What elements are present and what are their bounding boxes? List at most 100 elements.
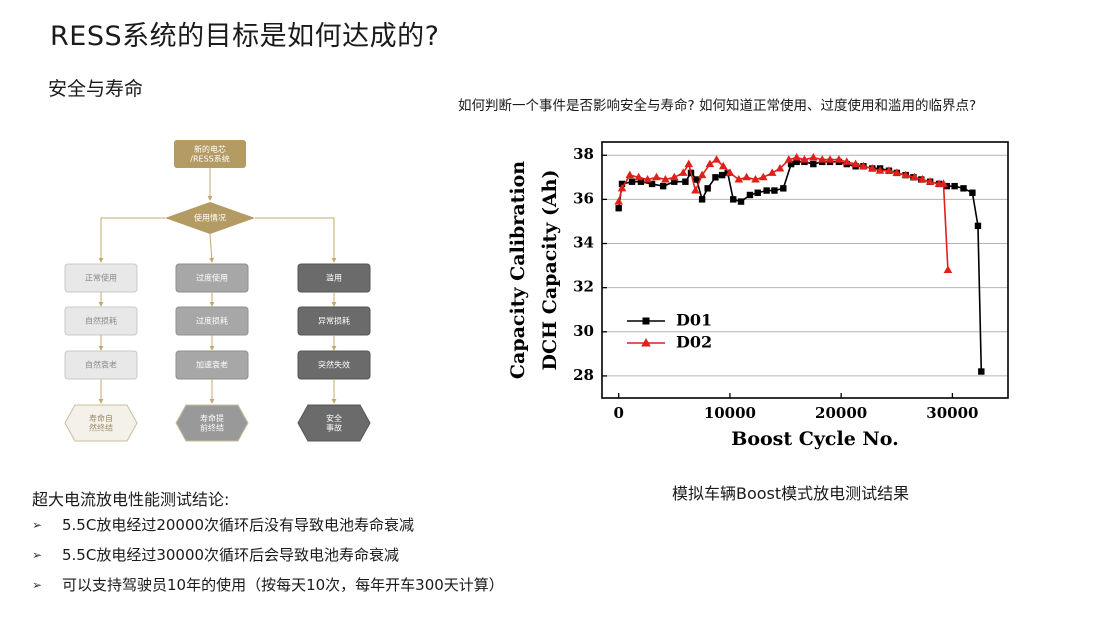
flow-node-label: 自然损耗	[85, 316, 117, 326]
data-point	[648, 180, 656, 188]
bullet-arrow-icon: ➢	[32, 518, 43, 532]
flow-node-label: 过度使用	[196, 273, 228, 283]
chart-caption: 模拟车辆Boost模式放电测试结果	[672, 484, 910, 503]
data-point	[834, 155, 844, 163]
data-point	[684, 159, 694, 168]
data-point	[730, 196, 737, 203]
flow-end-label: 安全	[326, 413, 342, 423]
data-point	[800, 155, 809, 163]
legend-label: D02	[676, 333, 712, 352]
conclusion-item-text: 5.5C放电经过20000次循环后没有导致电池寿命衰减	[62, 516, 415, 534]
x-tick-label: 30000	[926, 404, 978, 422]
y-tick-label: 38	[573, 145, 594, 163]
data-point	[628, 178, 636, 185]
x-axis-label: Boost Cycle No.	[731, 428, 898, 450]
flow-node-start-label: /RESS系统	[190, 153, 229, 163]
data-point	[704, 185, 711, 192]
data-point	[718, 161, 728, 170]
question-text: 如何判断一个事件是否影响安全与寿命? 如何知道正常使用、过度使用和滥用的临界点?	[458, 98, 977, 114]
flow-node-label: 正常使用	[85, 273, 117, 283]
data-point	[767, 168, 777, 176]
flow-end-label: 寿命提	[200, 413, 224, 423]
data-point	[867, 163, 877, 172]
conclusion-item: ➢ 可以支持驾驶员10年的使用（按每天10次，每年开车300天计算）	[32, 574, 504, 604]
data-point	[617, 183, 627, 192]
data-point	[925, 177, 935, 185]
data-point	[661, 175, 670, 183]
data-point	[643, 175, 652, 183]
flow-node-label: 异常损耗	[318, 316, 350, 326]
x-tick-label: 10000	[704, 404, 756, 422]
data-point	[892, 168, 902, 176]
x-tick-label: 20000	[815, 404, 867, 422]
data-point	[901, 170, 910, 179]
legend-label: D01	[676, 311, 712, 330]
flow-node-label: 过度损耗	[196, 316, 228, 326]
data-point	[951, 182, 958, 190]
data-point	[754, 189, 761, 196]
flow-end-label: 然终结	[89, 422, 113, 432]
data-point	[775, 163, 785, 172]
data-point	[697, 170, 707, 179]
data-point	[780, 185, 787, 192]
data-point	[634, 172, 644, 181]
flow-node-label: 加速衰老	[196, 360, 228, 370]
data-point	[670, 172, 679, 181]
data-point	[615, 205, 622, 212]
data-point	[751, 175, 760, 183]
data-point	[842, 157, 852, 165]
flow-arrow	[98, 217, 165, 263]
page-title: RESS系统的目标是如何达成的?	[50, 21, 440, 52]
conclusion-item-text: 5.5C放电经过30000次循环后会导致电池寿命衰减	[62, 546, 400, 564]
data-point	[637, 178, 645, 185]
data-point	[625, 170, 635, 179]
capacity-chart: 28 30 32 34 36 38 0 10000 20000 30000 Boost Cycle …	[500, 124, 1020, 460]
data-point	[614, 197, 623, 205]
legend-marker	[642, 317, 650, 325]
data-point	[943, 265, 953, 273]
data-point	[910, 172, 919, 181]
data-point	[960, 185, 967, 192]
y-tick-label: 36	[573, 189, 594, 207]
y-tick-label: 32	[573, 278, 594, 296]
flow-node-label: 滥用	[326, 273, 342, 283]
data-point	[810, 160, 817, 168]
data-point	[712, 174, 719, 181]
data-point	[884, 166, 894, 174]
data-point	[691, 186, 700, 194]
data-point	[671, 178, 678, 185]
y-tick-label: 34	[573, 234, 594, 252]
data-point	[859, 161, 868, 170]
data-point	[758, 172, 768, 181]
data-point	[918, 175, 927, 183]
flow-node-label: 突然失效	[318, 360, 350, 370]
capacity-chart-svg: 28 30 32 34 36 38 0 10000 20000 30000 Boost Cycle …	[507, 141, 1009, 450]
data-point	[693, 176, 700, 183]
conclusion-item: ➢ 5.5C放电经过30000次循环后会导致电池寿命衰减	[32, 544, 504, 574]
data-point	[771, 187, 778, 194]
bullet-arrow-icon: ➢	[32, 548, 43, 562]
data-point	[734, 175, 744, 183]
data-point	[659, 182, 667, 190]
conclusion-title: 超大电流放电性能测试结论:	[32, 490, 230, 509]
conclusion-item: ➢ 5.5C放电经过20000次循环后没有导致电池寿命衰减	[32, 514, 504, 544]
data-point	[787, 160, 795, 168]
section-subtitle: 安全与寿命	[48, 78, 144, 100]
flow-decision	[165, 202, 255, 234]
data-point	[725, 168, 735, 176]
data-point	[682, 178, 689, 185]
y-tick-label: 30	[573, 322, 594, 340]
flow-end-label: 寿命自	[89, 413, 113, 423]
flow-decision-label: 使用情况	[194, 213, 226, 223]
flow-end-label: 前终结	[200, 422, 224, 432]
conclusion-item-text: 可以支持驾驶员10年的使用（按每天10次，每年开车300天计算）	[62, 576, 504, 594]
y-tick-label: 28	[573, 366, 594, 384]
data-point	[784, 155, 794, 163]
data-point	[793, 158, 800, 166]
data-point	[763, 187, 770, 194]
data-point	[817, 155, 827, 163]
data-point	[705, 159, 715, 168]
data-point	[974, 222, 982, 230]
flow-end-node	[297, 404, 371, 442]
x-tick-label: 0	[613, 404, 623, 422]
